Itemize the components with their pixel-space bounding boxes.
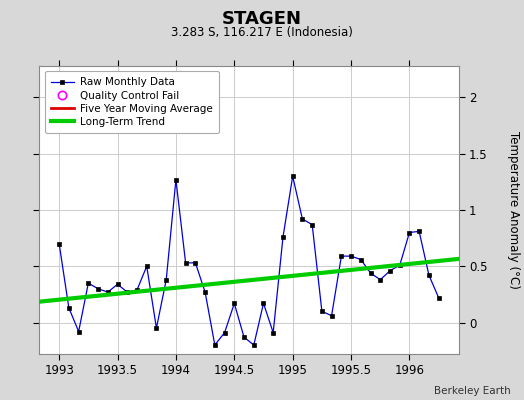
Text: 3.283 S, 116.217 E (Indonesia): 3.283 S, 116.217 E (Indonesia) (171, 26, 353, 39)
Raw Monthly Data (163, 277, 169, 282)
Raw Monthly Data (280, 234, 286, 239)
Raw Monthly Data (231, 301, 237, 306)
Raw Monthly Data (406, 230, 412, 235)
Raw Monthly Data (299, 217, 305, 222)
Text: Berkeley Earth: Berkeley Earth (434, 386, 511, 396)
Raw Monthly Data (56, 241, 62, 246)
Raw Monthly Data (250, 342, 257, 347)
Raw Monthly Data (202, 290, 208, 294)
Raw Monthly Data (426, 273, 432, 278)
Raw Monthly Data (397, 263, 403, 268)
Raw Monthly Data (75, 329, 82, 334)
Raw Monthly Data (387, 268, 393, 273)
Raw Monthly Data (329, 313, 335, 318)
Raw Monthly Data (367, 270, 374, 275)
Raw Monthly Data (348, 254, 354, 258)
Raw Monthly Data (309, 222, 315, 227)
Raw Monthly Data (124, 290, 130, 294)
Raw Monthly Data (192, 260, 199, 265)
Raw Monthly Data (105, 290, 111, 294)
Raw Monthly Data (290, 174, 296, 179)
Raw Monthly Data (134, 288, 140, 292)
Raw Monthly Data (85, 281, 92, 286)
Raw Monthly Data (319, 309, 325, 314)
Y-axis label: Temperature Anomaly (°C): Temperature Anomaly (°C) (507, 131, 520, 289)
Raw Monthly Data (66, 306, 72, 310)
Line: Raw Monthly Data: Raw Monthly Data (57, 174, 441, 347)
Legend: Raw Monthly Data, Quality Control Fail, Five Year Moving Average, Long-Term Tren: Raw Monthly Data, Quality Control Fail, … (45, 71, 219, 133)
Raw Monthly Data (260, 301, 267, 306)
Raw Monthly Data (357, 257, 364, 262)
Raw Monthly Data (435, 295, 442, 300)
Raw Monthly Data (270, 330, 276, 335)
Raw Monthly Data (416, 229, 422, 234)
Text: STAGEN: STAGEN (222, 10, 302, 28)
Raw Monthly Data (95, 286, 101, 291)
Raw Monthly Data (182, 260, 189, 265)
Raw Monthly Data (114, 282, 121, 287)
Raw Monthly Data (154, 326, 160, 330)
Raw Monthly Data (144, 264, 150, 269)
Raw Monthly Data (212, 342, 218, 347)
Raw Monthly Data (173, 177, 179, 182)
Raw Monthly Data (338, 254, 344, 258)
Raw Monthly Data (377, 277, 384, 282)
Raw Monthly Data (241, 335, 247, 340)
Raw Monthly Data (222, 330, 228, 335)
